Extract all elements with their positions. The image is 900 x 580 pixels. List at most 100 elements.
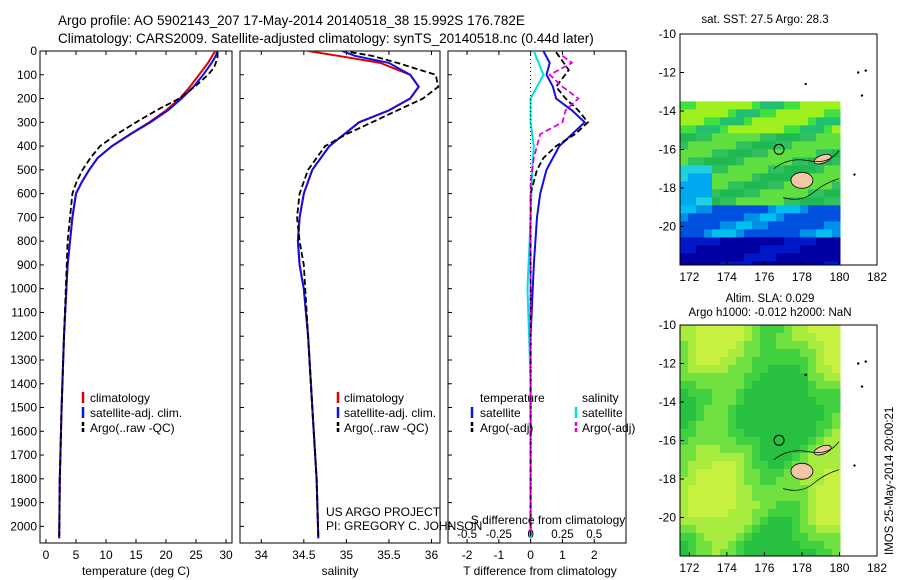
map-cell [832,117,841,126]
map-cell [712,357,721,366]
map-cell [824,389,833,398]
map-cell [816,117,825,126]
map-cell [728,461,737,470]
map-y-tick-label: -16 [659,434,677,448]
map-cell [696,165,705,174]
map-x-tick-label: 178 [792,561,812,575]
map-cell [728,213,737,222]
map-cell [688,181,697,190]
map-cell [800,493,809,502]
map-cell [808,237,817,246]
map-cell [720,173,729,182]
map-cell [704,109,713,118]
map-cell [704,373,713,382]
map-cell [752,125,761,134]
map-cell [792,541,801,550]
map-cell [712,109,721,118]
map-cell [720,261,729,265]
map-cell [720,469,729,478]
map-cell [832,197,841,206]
map-cell [704,149,713,158]
map-cell [776,421,785,430]
map-cell [768,501,777,510]
map-cell [720,341,729,350]
map-cell [800,421,809,430]
map-cell [752,101,761,110]
map-cell [704,405,713,414]
map-cell [792,117,801,126]
map-cell [824,253,833,262]
map-cell [768,373,777,382]
map-cell [688,325,697,334]
temperature-satellite-adj-line [58,51,219,539]
map-cell [736,469,745,478]
map-cell [736,157,745,166]
legend-label: Argo(..raw -QC) [344,421,429,435]
map-x-tick-label: 182 [867,561,887,575]
map-cell [784,141,793,150]
x-tick-label: 36 [425,548,439,562]
map-cell [768,325,777,334]
map-cell [736,445,745,454]
map-cell [680,181,689,190]
map-cell [736,181,745,190]
map-cell [784,189,793,198]
map-cell [784,165,793,174]
sst-map-title: sat. SST: 27.5 Argo: 28.3 [701,14,828,26]
map-cell [688,197,697,206]
map-cell [728,173,737,182]
map-cell [712,477,721,486]
map-cell [832,173,841,182]
x-tick-label: 25 [189,548,203,562]
map-cell [688,141,697,150]
map-cell [696,405,705,414]
map-cell [728,485,737,494]
map-cell [784,413,793,422]
map-cell [736,237,745,246]
map-cell [816,349,825,358]
x-tick-label: 30 [219,548,233,562]
map-cell [696,461,705,470]
map-cell [688,333,697,342]
island-dot [860,94,864,97]
map-cell [760,453,769,462]
map-cell [816,205,825,214]
map-cell [744,109,753,118]
map-cell [752,325,761,334]
map-cell [832,125,841,134]
map-cell [728,437,737,446]
map-cell [744,325,753,334]
map-cell [744,493,753,502]
map-cell [704,501,713,510]
map-cell [704,477,713,486]
legend-label: Argo(-adj) [582,421,635,435]
map-cell [752,149,761,158]
map-x-tick-label: 172 [679,270,699,284]
map-cell [768,549,777,556]
map-cell [816,341,825,350]
map-cell [768,453,777,462]
map-cell [784,117,793,126]
map-cell [680,373,689,382]
map-cell [792,413,801,422]
temperature-x-label: temperature (deg C) [82,564,190,578]
map-cell [712,533,721,542]
map-cell [808,117,817,126]
temperature-axes [39,50,233,544]
map-cell [720,525,729,534]
map-cell [752,333,761,342]
map-cell [728,517,737,526]
x-tick-label: 10 [99,548,113,562]
map-cell [696,149,705,158]
map-cell [680,437,689,446]
map-cell [688,549,697,556]
map-cell [736,485,745,494]
map-cell [680,141,689,150]
map-cell [736,141,745,150]
map-cell [728,261,737,265]
map-cell [720,421,729,430]
temperature-panel: 0100200300400500600700800900100011001200… [10,44,233,578]
map-cell [832,477,841,486]
map-cell [704,165,713,174]
map-cell [752,357,761,366]
